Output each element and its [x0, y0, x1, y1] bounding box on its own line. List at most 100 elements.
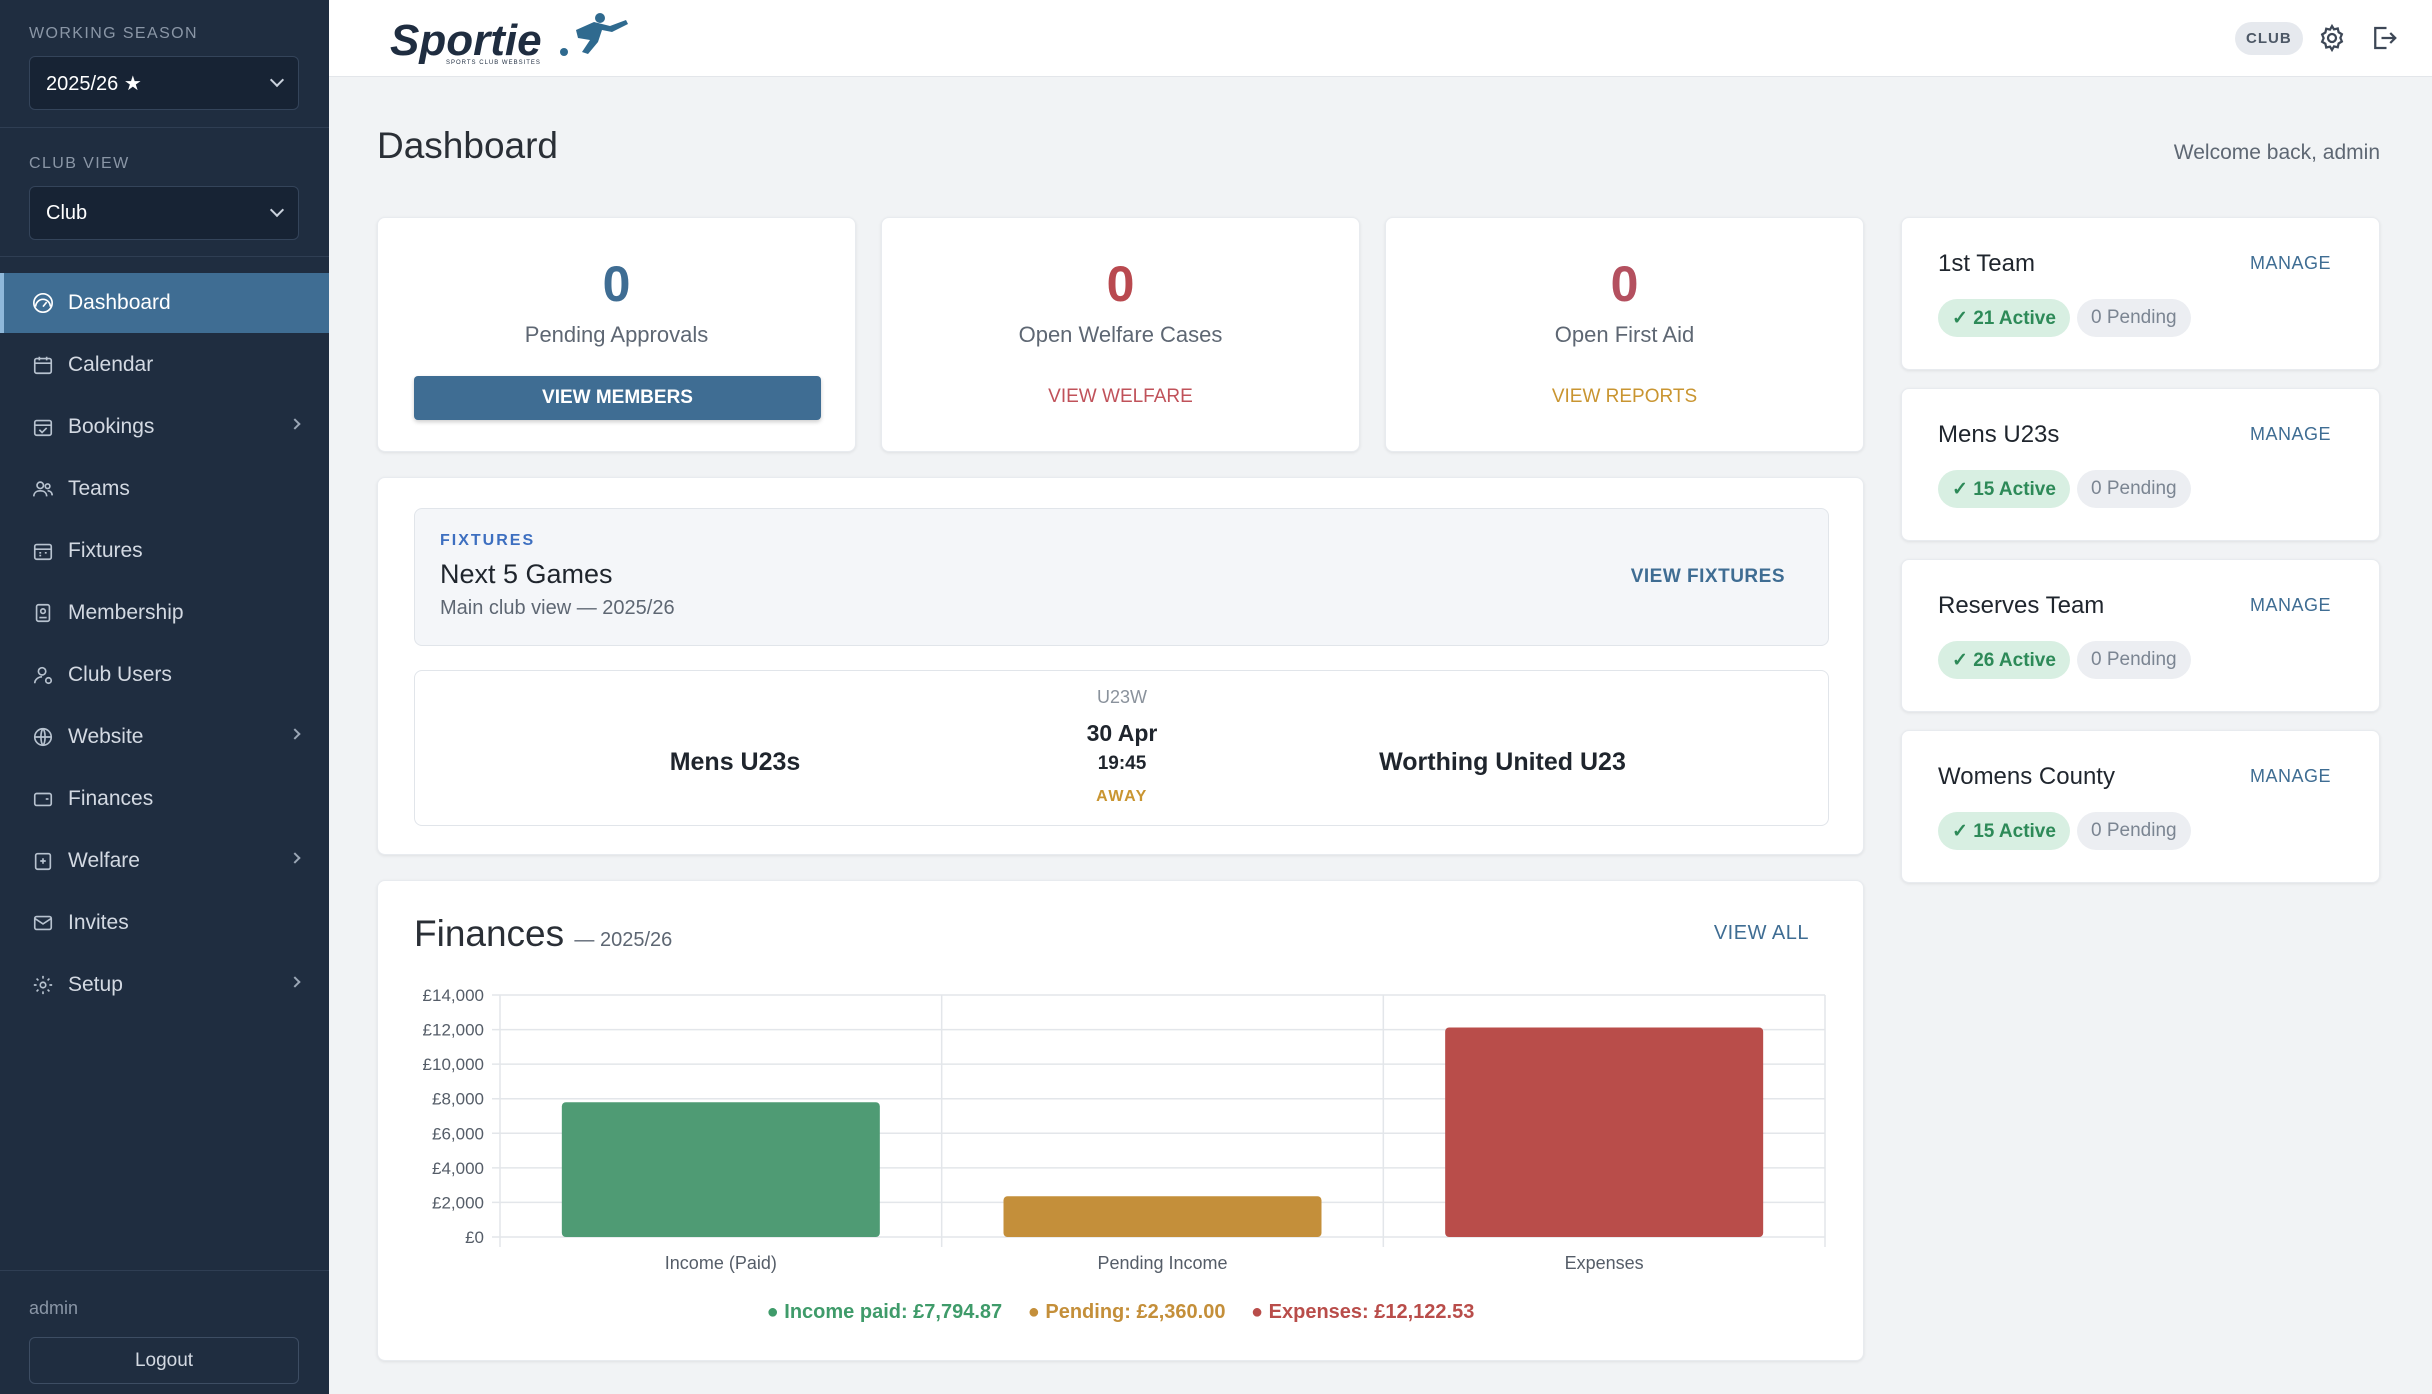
sidebar-item-bookings[interactable]: Bookings — [0, 397, 329, 457]
fixtures-header: FIXTURES Next 5 Games Main club view — 2… — [414, 508, 1829, 646]
welfare-cases-card: 0 Open Welfare Cases VIEW WELFARE — [881, 217, 1360, 452]
view-reports-link[interactable]: VIEW REPORTS — [1551, 386, 1698, 407]
team-card: Womens County MANAGE ✓ 15 Active 0 Pendi… — [1901, 730, 2380, 883]
people-icon — [33, 481, 53, 497]
chevron-right-icon — [289, 976, 301, 988]
finances-title-row: Finances — 2025/26 — [414, 913, 672, 955]
y-tick-label: £8,000 — [432, 1090, 484, 1109]
team-name: Reserves Team — [1938, 592, 2105, 619]
sidebar-item-teams[interactable]: Teams — [0, 459, 329, 519]
season-select[interactable]: 2025/26 ★ — [29, 56, 299, 110]
working-season-label: WORKING SEASON — [29, 25, 198, 42]
x-tick-label: Income (Paid) — [665, 1253, 777, 1273]
sidebar-item-label: Invites — [68, 911, 129, 934]
logout-button[interactable]: Logout — [29, 1337, 299, 1384]
sidebar-item-fixtures[interactable]: Fixtures — [0, 521, 329, 581]
sign-out-icon — [2374, 26, 2397, 50]
first-aid-count: 0 — [1610, 256, 1639, 312]
sidebar-item-setup[interactable]: Setup — [0, 955, 329, 1015]
welfare-cases-label: Open Welfare Cases — [1018, 322, 1223, 347]
gear-icon — [2320, 23, 2344, 53]
sidebar-item-calendar[interactable]: Calendar — [0, 335, 329, 395]
sidebar-item-label: Membership — [68, 601, 184, 624]
sidebar-item-welfare[interactable]: Welfare — [0, 831, 329, 891]
sportie-logo[interactable]: Sportie SPORTS CLUB WEBSITES — [388, 8, 648, 70]
sidebar-item-invites[interactable]: Invites — [0, 893, 329, 953]
legend-income-paid: ● Income paid: £7,794.87 — [766, 1301, 1003, 1323]
bar — [1445, 1027, 1764, 1237]
manage-team-link[interactable]: MANAGE — [2249, 766, 2331, 786]
pending-approvals-card: 0 Pending Approvals VIEW MEMBERS — [377, 217, 856, 452]
home-team: Mens U23s — [669, 748, 801, 776]
finances-season: — 2025/26 — [574, 929, 673, 951]
shield-icon — [34, 852, 52, 871]
calendar-grid-icon — [33, 543, 53, 561]
view-members-button[interactable]: VIEW MEMBERS — [414, 376, 821, 420]
team-card: Reserves Team MANAGE ✓ 26 Active 0 Pendi… — [1901, 559, 2380, 712]
calendar-icon — [33, 356, 53, 375]
sidebar-item-website[interactable]: Website — [0, 707, 329, 767]
y-tick-label: £6,000 — [432, 1124, 484, 1143]
finances-card: Finances — 2025/26 VIEW ALL £0 £2,000 £4,0… — [377, 880, 1864, 1361]
manage-team-link[interactable]: MANAGE — [2249, 253, 2331, 273]
sidebar-divider — [0, 1270, 329, 1271]
team-name: Womens County — [1938, 763, 2115, 790]
legend-expenses: ● Expenses: £12,122.53 — [1251, 1301, 1475, 1323]
view-welfare-link[interactable]: VIEW WELFARE — [1048, 386, 1193, 407]
fixture-time: 19:45 — [1097, 753, 1147, 774]
sidebar-item-membership[interactable]: Membership — [0, 583, 329, 643]
view-fixtures-link[interactable]: VIEW FIXTURES — [1630, 566, 1785, 587]
sidebar-item-label: Club Users — [68, 663, 172, 686]
y-tick-label: £4,000 — [432, 1159, 484, 1178]
sidebar-item-dashboard[interactable]: Dashboard — [0, 273, 329, 333]
manage-team-link[interactable]: MANAGE — [2249, 595, 2331, 615]
wallet-icon — [33, 792, 53, 807]
x-tick-label: Expenses — [1565, 1253, 1644, 1273]
manage-team-link[interactable]: MANAGE — [2249, 424, 2331, 444]
sidebar-item-label: Dashboard — [68, 291, 171, 314]
fixture-date: 30 Apr — [1086, 720, 1158, 746]
fixture-row[interactable]: Mens U23s U23W 30 Apr 19:45 AWAY Worthin… — [414, 670, 1829, 826]
club-view-select[interactable]: Club — [29, 186, 299, 240]
sidebar-item-label: Setup — [68, 973, 123, 996]
settings-button[interactable] — [2317, 23, 2347, 53]
club-view-value: Club — [46, 201, 88, 224]
gauge-icon — [33, 293, 53, 313]
y-tick-label: £10,000 — [423, 1055, 484, 1074]
chevron-right-icon — [289, 418, 301, 430]
fixtures-card: FIXTURES Next 5 Games Main club view — 2… — [377, 477, 1864, 855]
pending-count-badge: 0 Pending — [2077, 641, 2191, 679]
sidebar-item-label: Fixtures — [68, 539, 143, 562]
active-count-badge: ✓ 15 Active — [1938, 812, 2070, 850]
pending-count-badge: 0 Pending — [2077, 812, 2191, 850]
sign-out-button[interactable] — [2369, 23, 2399, 53]
team-card: 1st Team MANAGE ✓ 21 Active 0 Pending — [1901, 217, 2380, 370]
season-select-value: 2025/26 ★ — [46, 72, 142, 95]
sidebar-divider — [0, 256, 329, 257]
pending-count-badge: 0 Pending — [2077, 299, 2191, 337]
chevron-down-icon — [269, 72, 285, 88]
first-aid-card: 0 Open First Aid VIEW REPORTS — [1385, 217, 1864, 452]
sidebar-item-finances[interactable]: Finances — [0, 769, 329, 829]
calendar-check-icon — [33, 419, 53, 437]
welcome-message: Welcome back, admin — [2173, 141, 2380, 164]
globe-icon — [33, 727, 53, 747]
finances-title: Finances — [414, 913, 565, 954]
x-tick-label: Pending Income — [1097, 1253, 1227, 1273]
welfare-cases-count: 0 — [1106, 256, 1135, 312]
chevron-right-icon — [289, 728, 301, 740]
y-tick-label: £14,000 — [423, 986, 484, 1005]
view-all-finances-link[interactable]: VIEW ALL — [1713, 922, 1809, 944]
fixtures-title: Next 5 Games — [440, 559, 613, 589]
page-title: Dashboard — [377, 125, 559, 166]
y-tick-label: £12,000 — [423, 1021, 484, 1040]
gear-icon — [33, 975, 53, 995]
logo-tagline: SPORTS CLUB WEBSITES — [446, 60, 541, 66]
sidebar-item-club-users[interactable]: Club Users — [0, 645, 329, 705]
sidebar: WORKING SEASON 2025/26 ★ CLUB VIEW Club … — [0, 0, 329, 1394]
first-aid-label: Open First Aid — [1554, 322, 1695, 347]
sidebar-item-label: Teams — [68, 477, 130, 500]
y-tick-label: £2,000 — [432, 1193, 484, 1212]
finances-legend: ● Income paid: £7,794.87 ● Pending: £2,3… — [378, 1301, 1863, 1324]
pending-approvals-label: Pending Approvals — [524, 322, 709, 347]
